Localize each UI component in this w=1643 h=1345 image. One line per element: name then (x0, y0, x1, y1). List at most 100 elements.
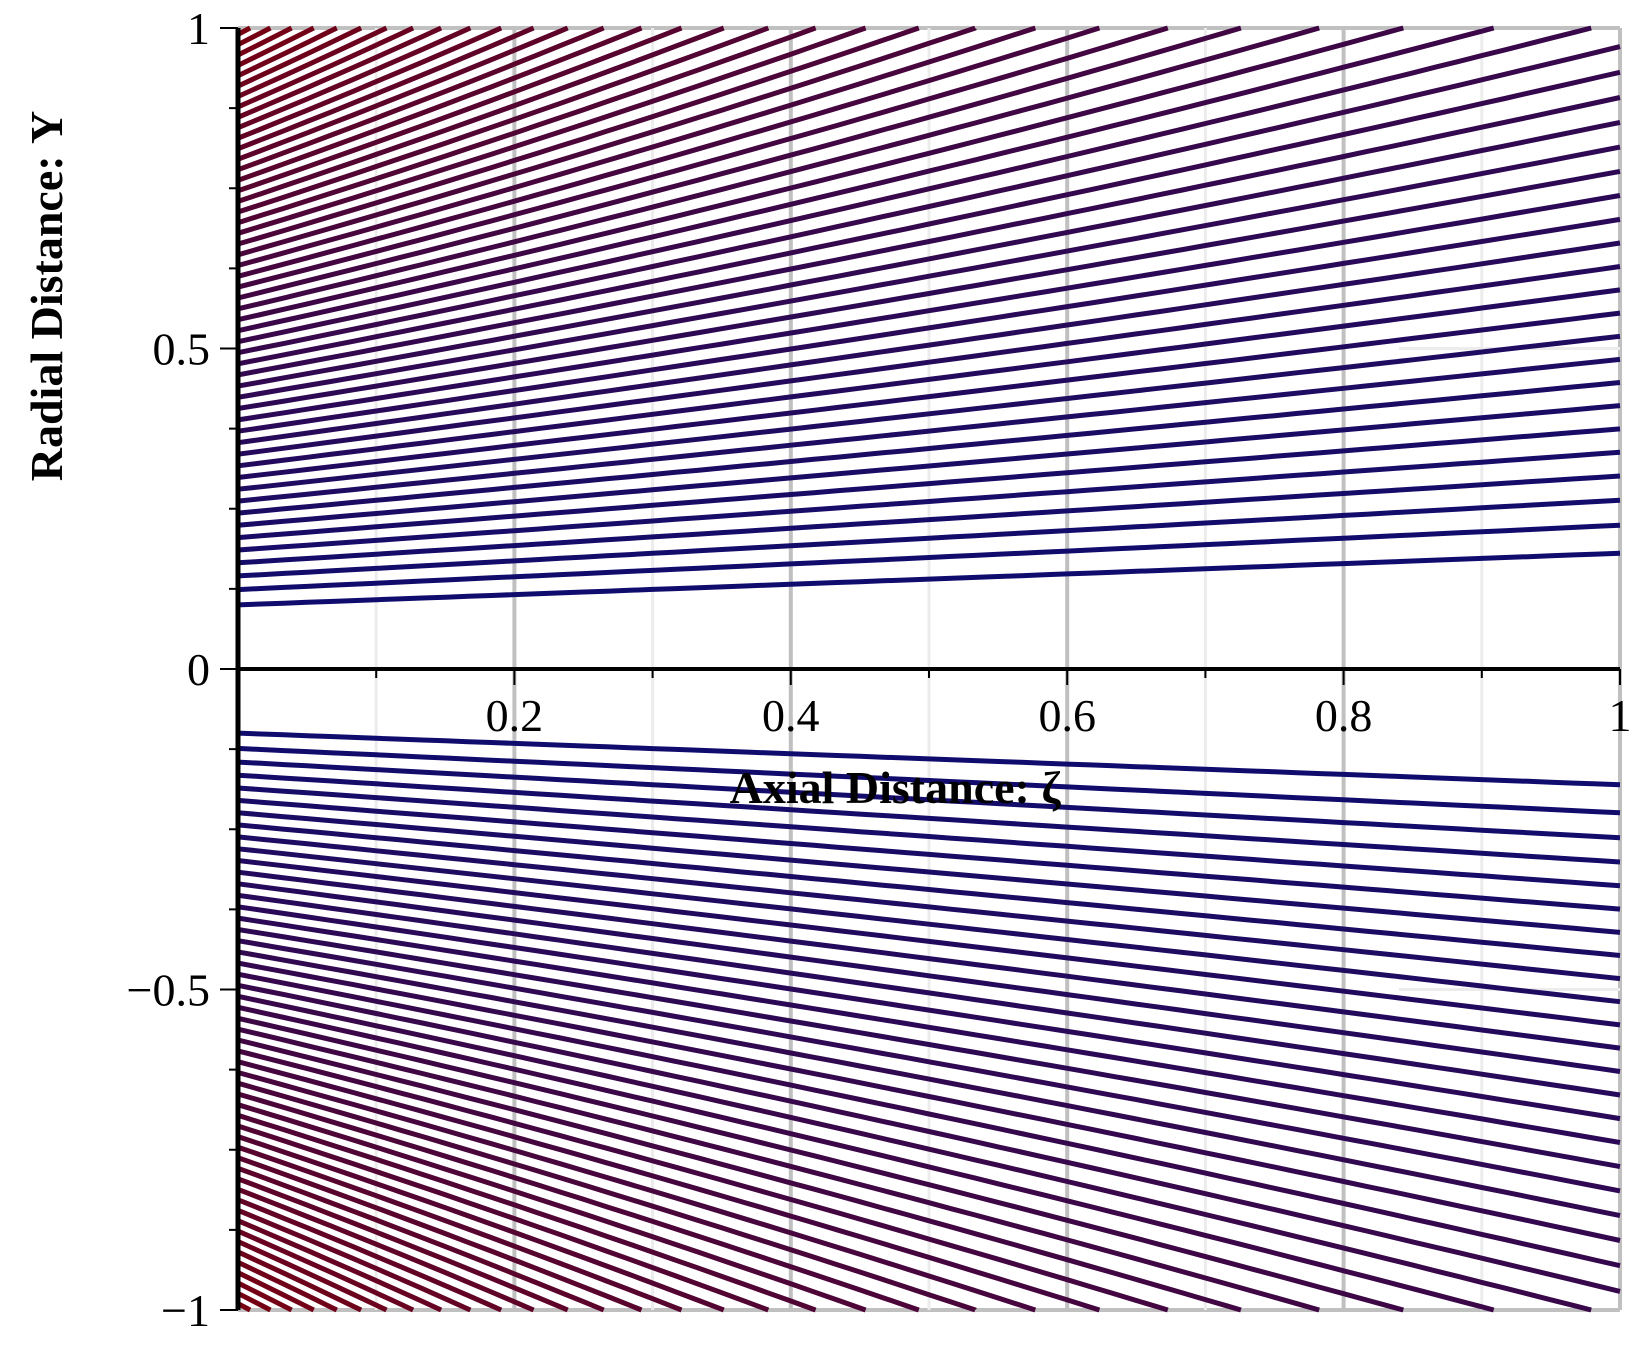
contour-line (236, 1239, 388, 1313)
contour-line (237, 497, 1621, 579)
contour-line (237, 69, 1621, 367)
contour-line (236, 1249, 363, 1313)
contour-line (237, 745, 1621, 816)
contour-line (237, 881, 1621, 1074)
contour-line (237, 1218, 443, 1313)
contour-line (237, 25, 867, 236)
contour-line (237, 449, 1621, 553)
contour-line (237, 797, 1621, 912)
contour-line (237, 168, 1621, 411)
x-tick-label: 0.8 (1315, 690, 1373, 741)
contour-line (236, 1280, 293, 1313)
contour-line (237, 1102, 867, 1313)
tick-labels: −1 −0.5 0 0.5 1 0.2 0.4 0.6 0.8 1 (127, 3, 1632, 1336)
contour-line (237, 522, 1621, 593)
contour-line (237, 1197, 503, 1313)
y-tick-label: −1 (161, 1285, 210, 1336)
contour-line (237, 1048, 1169, 1313)
contour-line (237, 310, 1621, 480)
x-tick-label: 0.2 (486, 690, 544, 741)
contour-line (237, 356, 1621, 504)
contour-line (237, 25, 1169, 290)
contour-line (237, 25, 503, 141)
contour-line (237, 938, 1621, 1194)
contour-line (237, 1015, 1404, 1313)
contour-line (237, 904, 1621, 1122)
contour-line (237, 25, 535, 152)
x-axis-title: Axial Distance: ζ (730, 762, 1062, 813)
contour-line (237, 1037, 1242, 1313)
contour-line (237, 949, 1621, 1219)
contour-line (237, 25, 725, 204)
contour-line (237, 810, 1621, 935)
contour-line (237, 25, 1037, 268)
contour-line (237, 380, 1621, 516)
contour-line (237, 971, 1621, 1269)
contour-line (237, 1176, 569, 1313)
contour-line (237, 1144, 683, 1313)
contour-line (236, 1260, 338, 1313)
x-tick-label: 0.4 (762, 690, 820, 741)
contour-line (237, 25, 1592, 345)
y-tick-label: 0 (187, 644, 210, 695)
contour-curves (236, 25, 1621, 1313)
contour-line (237, 1080, 978, 1313)
contour-line (237, 759, 1621, 841)
contour-line (237, 1155, 643, 1313)
contour-line (237, 772, 1621, 865)
y-tick-label: −0.5 (127, 965, 210, 1016)
contour-line (236, 25, 315, 68)
contour-line (237, 858, 1621, 1028)
contour-line (237, 1059, 1101, 1313)
contour-line (237, 915, 1621, 1145)
contour-line (237, 25, 920, 247)
contour-line (237, 1112, 817, 1313)
contour-line (237, 1207, 472, 1313)
contour-line (236, 25, 293, 58)
y-tick-label: 1 (187, 3, 210, 54)
contour-line (237, 1091, 920, 1313)
contour-line (237, 25, 1101, 279)
contour-line (237, 264, 1621, 457)
contour-line (237, 193, 1621, 423)
contour-line (237, 822, 1621, 958)
contour-line (237, 1165, 605, 1313)
contour-line (237, 25, 683, 194)
contour-line (236, 25, 415, 110)
contour-line (237, 550, 1621, 608)
contour-line (237, 993, 1592, 1313)
contour-line (237, 1026, 1320, 1313)
contour-line (237, 25, 472, 131)
contour-line (237, 333, 1621, 492)
contour-line (237, 1186, 535, 1313)
contour-line (237, 144, 1621, 400)
contour-line (237, 846, 1621, 1005)
contour-line (237, 473, 1621, 566)
contour-line (236, 1270, 315, 1313)
contour-line (237, 25, 817, 226)
contour-line (237, 240, 1621, 446)
contour-line (237, 730, 1621, 788)
axes (220, 27, 1621, 1311)
contour-line (237, 25, 1404, 323)
contour-line (237, 25, 605, 173)
contour-line (237, 982, 1621, 1294)
contour-line (237, 1070, 1037, 1313)
contour-line (237, 44, 1621, 356)
contour-line (237, 25, 1320, 312)
contour-line (236, 1228, 415, 1313)
contour-line (237, 25, 569, 162)
contour-line (237, 1134, 725, 1313)
contour-line (237, 25, 1495, 334)
contour-line (237, 25, 443, 120)
contour-line (237, 785, 1621, 889)
contour-line (237, 1123, 771, 1313)
contour-line (237, 25, 643, 183)
contour-line (237, 834, 1621, 982)
x-tick-label: 0.6 (1038, 690, 1096, 741)
contour-line (237, 95, 1621, 378)
contour-line (236, 25, 272, 47)
contour-line (237, 892, 1621, 1098)
contour-line (236, 25, 338, 78)
